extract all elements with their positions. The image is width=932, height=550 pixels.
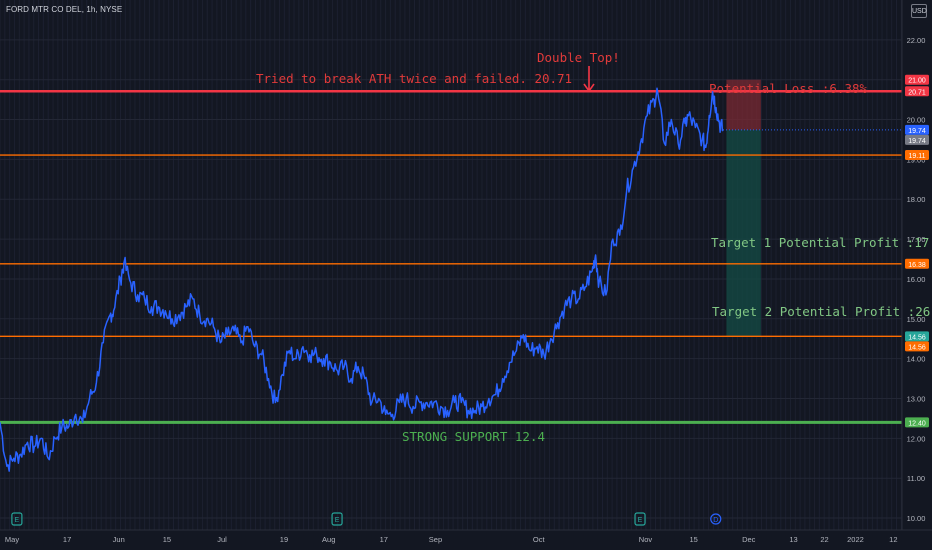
earnings-marker-icon[interactable] bbox=[331, 512, 343, 526]
profit-zone bbox=[726, 129, 761, 337]
time-tick-label: Dec bbox=[742, 535, 756, 544]
target1-annotation: Target 1 Potential Profit :17.02% bbox=[711, 235, 932, 250]
time-tick-label: Jul bbox=[217, 535, 227, 544]
currency-badge[interactable]: USD bbox=[911, 4, 927, 18]
time-axis[interactable]: May 17 Jun 15 Jul 19 Aug 17 Sep Oct Nov 15 Dec 13 22 20… bbox=[5, 535, 898, 544]
price-tick-label: 20.00 bbox=[907, 116, 926, 125]
price-badge-text: 14.56 bbox=[908, 334, 926, 341]
earnings-marker-icon[interactable] bbox=[11, 512, 23, 526]
time-tick-label: May bbox=[5, 535, 19, 544]
time-tick-label: 19 bbox=[280, 535, 288, 544]
potential-loss-annotation: Potential Loss :6.38% bbox=[709, 81, 868, 96]
time-tick-label: Oct bbox=[533, 535, 546, 544]
time-tick-label: 17 bbox=[380, 535, 388, 544]
chart-grid bbox=[0, 0, 902, 530]
ath-annotation: Tried to break ATH twice and failed. 20.… bbox=[256, 71, 573, 86]
double-top-arrow-icon bbox=[583, 66, 595, 93]
price-badge bbox=[905, 150, 929, 161]
price-badge-text: 12.40 bbox=[908, 420, 926, 427]
horizontal-levels bbox=[0, 89, 902, 424]
double-top-annotation: Double Top! bbox=[537, 50, 620, 65]
price-tick-label: 16.00 bbox=[907, 275, 926, 284]
price-badge bbox=[905, 86, 929, 97]
time-tick-label: 15 bbox=[163, 535, 171, 544]
dividend-marker-icon[interactable] bbox=[710, 513, 722, 525]
event-marker-letter: D bbox=[713, 517, 718, 524]
price-line bbox=[0, 87, 724, 472]
time-tick-label: 12 bbox=[889, 535, 897, 544]
price-badge-text: 16.38 bbox=[908, 262, 926, 269]
time-tick-label: Nov bbox=[639, 535, 653, 544]
time-tick-label: 2022 bbox=[847, 535, 864, 544]
price-badge bbox=[905, 331, 929, 342]
price-tick-label: 11.00 bbox=[907, 474, 925, 483]
price-badge bbox=[905, 134, 929, 145]
event-marker-letter: E bbox=[15, 517, 20, 524]
price-badge bbox=[905, 417, 929, 428]
price-tick-label: 18.00 bbox=[907, 195, 926, 204]
symbol-title: FORD MTR CO DEL, 1h, NYSE bbox=[6, 5, 123, 14]
earnings-marker-icon[interactable] bbox=[634, 512, 646, 526]
price-tick-label: 17.00 bbox=[907, 235, 926, 244]
loss-zone bbox=[726, 79, 761, 130]
price-badge-text: 19.74 bbox=[908, 128, 926, 135]
price-series bbox=[0, 87, 724, 472]
price-tick-label: 22.00 bbox=[907, 36, 926, 45]
price-badge bbox=[905, 341, 929, 352]
time-tick-label: 13 bbox=[789, 535, 797, 544]
event-marker-letter: E bbox=[335, 517, 340, 524]
event-marker-letter: E bbox=[638, 517, 643, 524]
price-tick-label: 14.00 bbox=[907, 355, 926, 364]
support-annotation: STRONG SUPPORT 12.4 bbox=[402, 429, 545, 444]
position-zones bbox=[726, 79, 761, 337]
price-axis-labels: 21.00 20.71 19.74 19.74 19.11 16.38 14.56 14.56… bbox=[905, 74, 929, 428]
price-badge bbox=[905, 124, 929, 135]
price-tick-label: 13.00 bbox=[907, 394, 926, 403]
target2-annotation: Target 2 Potential Profit :26.24 bbox=[712, 304, 932, 319]
price-tick-label: 15.00 bbox=[907, 315, 926, 324]
price-badge-text: 14.56 bbox=[908, 344, 926, 351]
price-badge-text: 19.74 bbox=[908, 138, 926, 145]
time-tick-label: Jun bbox=[113, 535, 125, 544]
price-badge-text: 21.00 bbox=[908, 78, 926, 85]
price-tick-label: 12.00 bbox=[907, 434, 926, 443]
price-badge bbox=[905, 74, 929, 85]
time-tick-label: 22 bbox=[820, 535, 828, 544]
price-badge bbox=[905, 258, 929, 269]
price-tick-label: 10.00 bbox=[907, 514, 926, 523]
time-tick-label: Aug bbox=[322, 535, 335, 544]
price-badge-text: 20.71 bbox=[908, 89, 926, 96]
time-tick-label: Sep bbox=[429, 535, 442, 544]
price-badge-text: 19.11 bbox=[909, 153, 926, 160]
time-tick-label: 15 bbox=[689, 535, 697, 544]
time-tick-label: 17 bbox=[63, 535, 71, 544]
